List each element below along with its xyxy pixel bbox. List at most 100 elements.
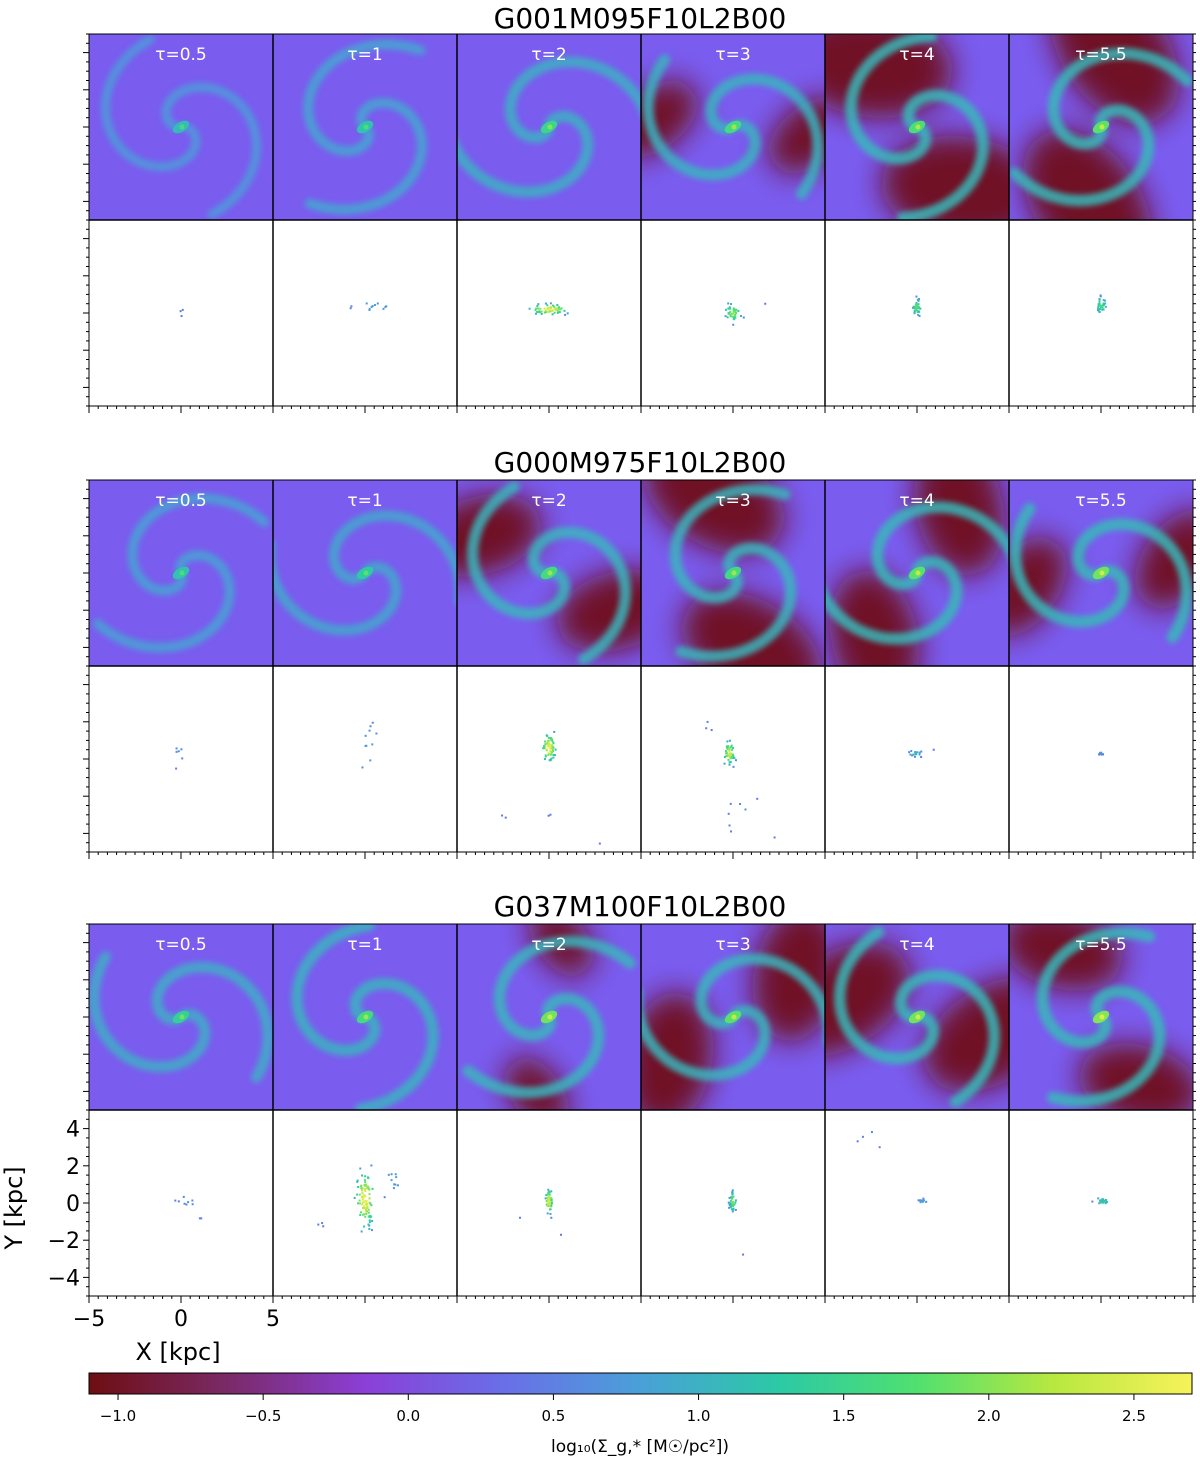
star-particle: [376, 302, 379, 305]
stellar-density-panel: [457, 1110, 641, 1296]
star-particle: [731, 1189, 734, 1192]
star-particle: [538, 307, 541, 310]
star-panel-background: [1009, 220, 1193, 406]
star-particle: [360, 1187, 363, 1190]
star-particle: [366, 1210, 369, 1213]
star-particle: [733, 318, 736, 321]
star-particle: [545, 1203, 548, 1206]
star-particle: [551, 309, 554, 312]
star-particle: [734, 1199, 737, 1202]
y-tick-label: −2: [48, 1229, 80, 1254]
group-2-title: G000M975F10L2B00: [494, 446, 787, 479]
density-peak: [1099, 1014, 1105, 1020]
star-particle: [549, 302, 552, 305]
star-particle: [528, 307, 531, 310]
star-particle: [920, 755, 923, 758]
star-panel-background: [273, 1110, 457, 1296]
star-particle: [861, 1135, 864, 1138]
star-particle: [913, 311, 916, 314]
star-particle: [544, 302, 547, 305]
star-particle: [908, 751, 911, 754]
star-particle: [551, 740, 554, 743]
gas-density-panel: [273, 924, 457, 1110]
star-particle: [540, 310, 543, 313]
axis-ticks: [83, 479, 1196, 859]
spiral-arm: [895, 969, 1001, 1108]
spiral-arm: [1046, 985, 1166, 1107]
star-particle: [730, 830, 733, 833]
star-particle: [177, 750, 180, 753]
star-particle: [916, 298, 919, 301]
star-particle: [728, 749, 731, 752]
star-particle: [911, 754, 914, 757]
panel-time-label: τ=0.5: [155, 45, 207, 65]
star-particle: [1106, 1201, 1109, 1204]
star-particle: [365, 1212, 368, 1215]
panel-time-label: τ=4: [899, 45, 934, 65]
star-particle: [198, 1217, 201, 1220]
star-particle: [728, 1204, 731, 1207]
star-particle: [544, 1197, 547, 1200]
star-particle: [552, 742, 555, 745]
star-particle: [1097, 1197, 1100, 1200]
star-particle: [549, 1197, 552, 1200]
star-particle: [558, 308, 561, 311]
star-particle: [1097, 304, 1100, 307]
star-particle: [730, 744, 733, 747]
star-particle: [918, 310, 921, 313]
star-particle: [365, 1202, 368, 1205]
stellar-density-panel: [825, 666, 1009, 852]
star-particle: [363, 1193, 366, 1196]
star-particle: [917, 307, 920, 310]
star-particle: [731, 753, 734, 756]
spiral-arm: [349, 978, 439, 1110]
star-particle: [1098, 300, 1101, 303]
star-particle: [175, 747, 178, 750]
star-particle: [549, 749, 552, 752]
star-particle: [370, 1204, 373, 1207]
star-particle: [356, 1179, 359, 1182]
star-particle: [356, 1193, 359, 1196]
panel-time-label: τ=1: [347, 45, 382, 65]
star-particle: [364, 1181, 367, 1184]
star-particle: [362, 1205, 365, 1208]
star-particle: [363, 1183, 366, 1186]
group-3-title: G037M100F10L2B00: [494, 890, 787, 923]
density-peak: [1099, 124, 1105, 130]
star-particle: [544, 755, 547, 758]
star-particle: [705, 727, 708, 730]
star-particle: [548, 310, 551, 313]
spiral-arm: [833, 926, 939, 1065]
star-particle: [732, 1201, 735, 1204]
star-particle: [553, 311, 556, 314]
star-particle: [543, 307, 546, 310]
star-particle: [918, 753, 921, 756]
colorbar-tick-label: 2.0: [977, 1407, 1001, 1425]
star-particle: [1102, 1199, 1105, 1202]
star-particle: [734, 309, 737, 312]
star-particle: [547, 1192, 550, 1195]
colorbar-tick-label: 0.0: [396, 1407, 420, 1425]
star-particle: [728, 752, 731, 755]
spiral-arm: [457, 110, 594, 198]
star-particle: [546, 742, 549, 745]
star-particle: [357, 1185, 360, 1188]
star-particle: [547, 1204, 550, 1207]
star-particle: [731, 1190, 734, 1193]
density-peak: [179, 570, 185, 576]
star-particle: [870, 1131, 873, 1134]
star-particle: [919, 307, 922, 310]
star-particle: [174, 1199, 177, 1202]
star-particle: [551, 1201, 554, 1204]
star-particle: [182, 1195, 185, 1198]
star-particle: [726, 316, 729, 319]
star-particle: [191, 1203, 194, 1206]
density-peak: [179, 1014, 185, 1020]
star-particle: [368, 1219, 371, 1222]
star-particle: [362, 1201, 365, 1204]
stellar-density-panel: [273, 220, 457, 406]
spiral-arm: [1036, 927, 1156, 1049]
star-particle: [546, 1197, 549, 1200]
star-particle: [537, 310, 540, 313]
star-particle: [1102, 1198, 1105, 1201]
